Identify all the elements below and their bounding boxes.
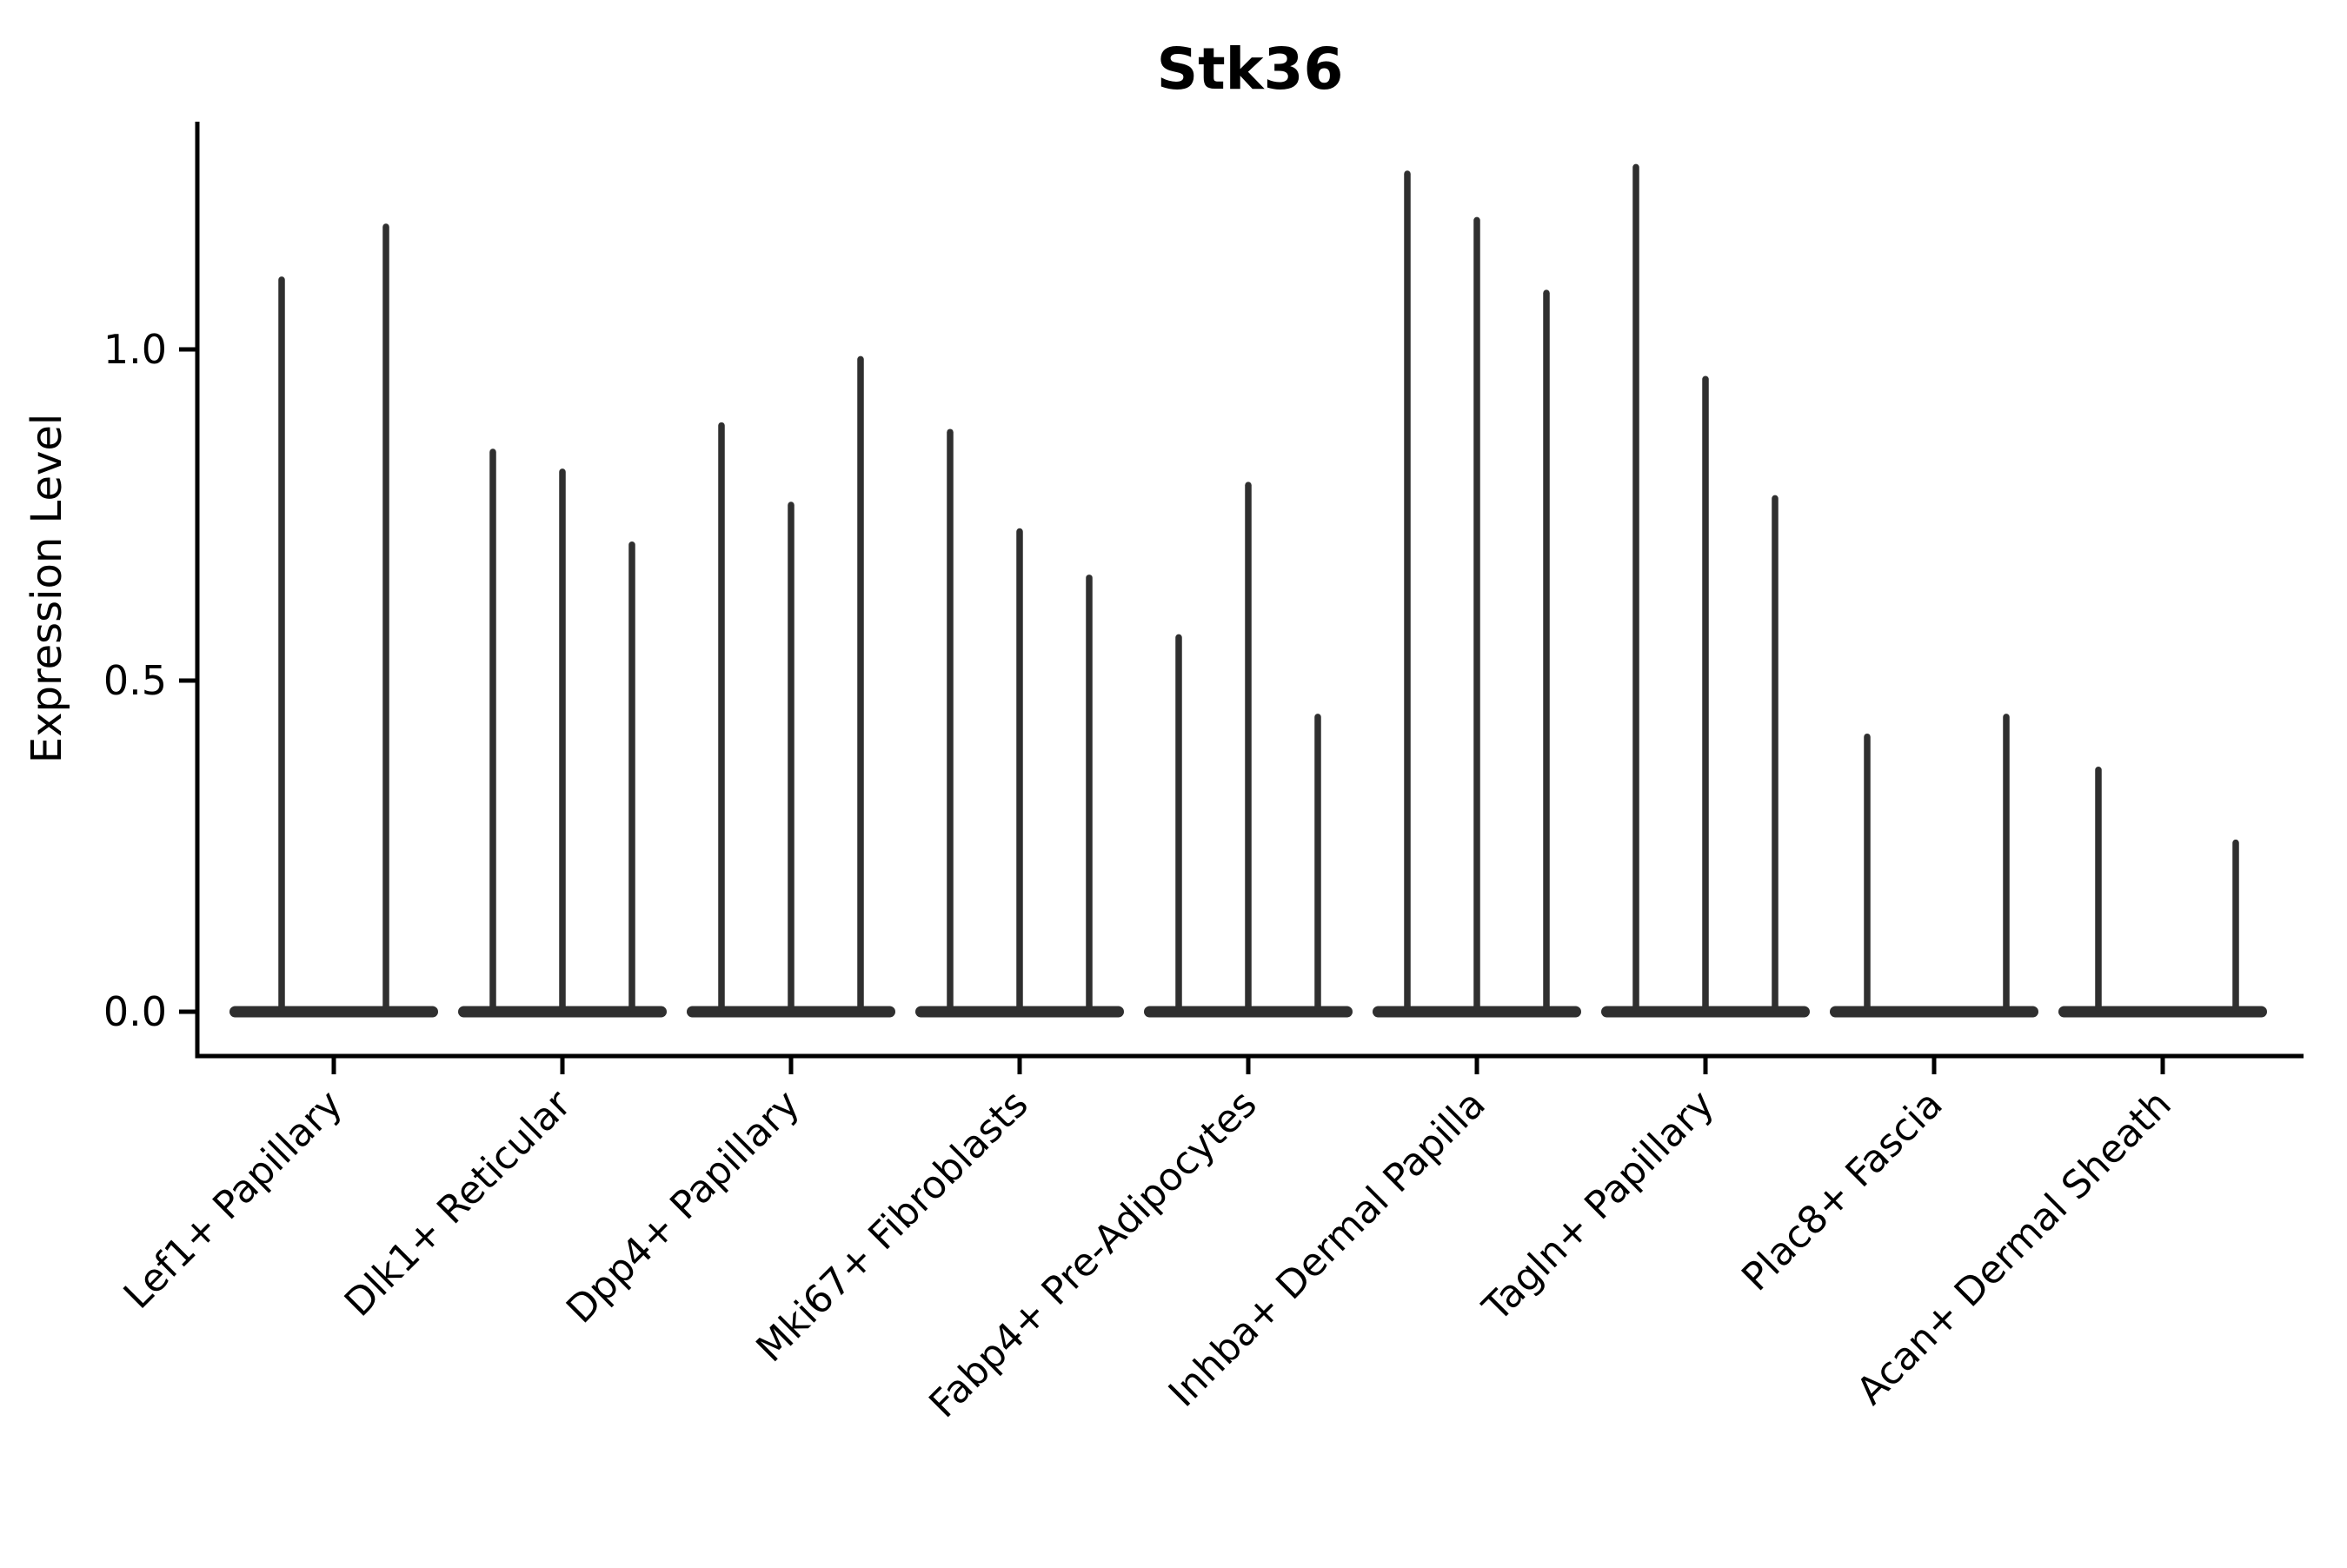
violin-spike <box>278 276 285 1012</box>
violin-spike <box>947 429 954 1012</box>
violin-spike <box>489 448 496 1012</box>
violin-spike <box>1864 733 1871 1012</box>
violin-spike <box>1016 528 1023 1012</box>
x-tick-label: Lef1+ Papillary <box>116 1082 351 1318</box>
x-tick-label: Plac8+ Fascia <box>1733 1082 1951 1300</box>
y-axis-label: Expression Level <box>23 414 71 764</box>
violin-base <box>2058 1006 2267 1018</box>
x-tick-label: Dlk1+ Reticular <box>336 1081 581 1325</box>
chart-title: Stk36 <box>1157 36 1344 103</box>
violin-spike <box>718 422 725 1012</box>
violin-spike <box>1632 163 1639 1012</box>
x-tick-label: Tagln+ Papillary <box>1474 1082 1723 1331</box>
violin-spike <box>2003 714 2010 1012</box>
violin-spike <box>2095 767 2102 1012</box>
violin-spike <box>559 468 566 1012</box>
violin-base <box>1830 1006 2038 1018</box>
y-tick-label: 0.5 <box>103 657 167 704</box>
violin-spike <box>1473 216 1480 1013</box>
violin-spike <box>1175 634 1182 1012</box>
violin-spike <box>1543 289 1550 1012</box>
violin-spike <box>1404 170 1411 1012</box>
violin-spike <box>628 541 635 1012</box>
violin-spike <box>382 223 389 1013</box>
violin-spike <box>857 355 864 1012</box>
y-tick-label: 1.0 <box>103 326 167 373</box>
violin-spike <box>1314 714 1321 1012</box>
violin-spike <box>1086 575 1093 1012</box>
y-tick-label: 0.0 <box>103 988 167 1035</box>
violin-spike <box>1772 495 1779 1012</box>
violin-spike <box>788 502 795 1012</box>
violin-spike <box>2232 839 2239 1012</box>
x-tick-label: Dpp4+ Papillary <box>558 1082 808 1332</box>
violin-spike <box>1702 375 1709 1013</box>
violin-spike <box>1245 482 1252 1012</box>
violin-base <box>229 1006 438 1018</box>
